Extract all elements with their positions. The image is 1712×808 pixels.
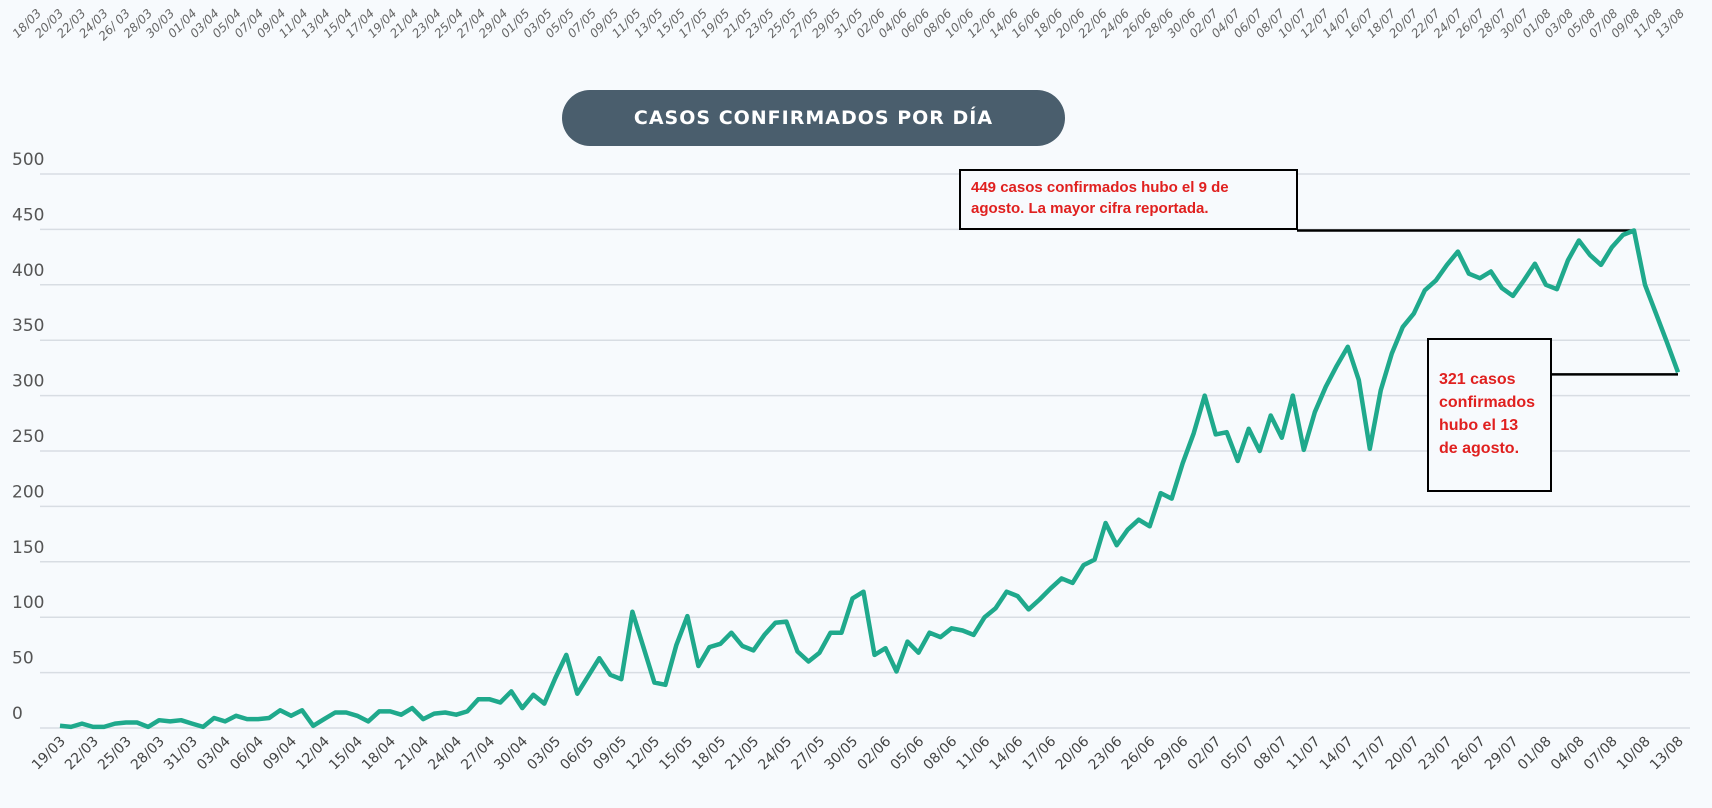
x-tick-label: 17/06 [1020,733,1060,773]
x-tick-label: 29/07 [1482,734,1522,774]
x-tick-label: 27/04 [458,733,498,773]
y-tick-label: 50 [12,649,34,669]
y-tick-label: 200 [12,482,44,502]
y-tick-label: 350 [12,316,44,336]
x-tick-label: 08/07 [1251,734,1291,774]
x-tick-label: 26/06 [1119,733,1159,773]
x-tick-label: 12/04 [293,733,333,773]
chart-title: CASOS CONFIRMADOS POR DÍA [562,90,1065,146]
annotation-connectors [1297,229,1678,376]
x-tick-label: 21/05 [722,734,762,774]
x-tick-label: 05/07 [1218,734,1258,774]
x-tick-label: 23/06 [1086,733,1126,773]
x-tick-label: 07/08 [1581,734,1621,774]
x-tick-label: 05/06 [888,733,928,773]
y-tick-label: 500 [12,150,44,170]
x-tick-label: 21/04 [392,733,432,773]
x-tick-label: 11/07 [1284,734,1324,774]
y-tick-label: 150 [12,538,44,558]
x-tick-label: 18/05 [689,734,729,774]
x-tick-label: 20/07 [1383,734,1423,774]
x-tick-label: 01/08 [1515,734,1555,774]
x-tick-label: 19/03 [29,734,69,774]
x-tick-label: 04/08 [1548,734,1588,774]
x-tick-label: 26/07 [1449,734,1489,774]
x-tick-label: 02/07 [1185,734,1225,774]
series-line [59,228,1681,730]
y-tick-label: 300 [12,372,44,392]
data-points [59,230,1679,727]
x-tick-label: 06/05 [557,734,597,774]
x-tick-label: 18/04 [359,733,399,773]
x-tick-label: 08/06 [921,733,961,773]
gridlines [40,173,1690,729]
x-tick-label: 10/08 [1614,734,1654,774]
x-tick-label: 24/05 [755,734,795,774]
x-tick-label: 15/05 [656,734,696,774]
x-tick-label: 09/04 [260,733,300,773]
x-tick-label: 03/04 [194,733,234,773]
x-tick-label: 03/05 [524,734,564,774]
x-tick-label: 09/05 [590,734,630,774]
x-tick-label: 20/06 [1053,733,1093,773]
x-tick-label: 12/05 [623,734,663,774]
x-tick-label: 14/06 [987,733,1027,773]
x-tick-label: 28/03 [128,734,168,774]
y-tick-label: 400 [12,261,44,281]
x-tick-label: 14/07 [1317,734,1357,774]
x-tick-label: 25/03 [95,734,135,774]
x-tick-label: 02/06 [854,733,894,773]
y-tick-label: 100 [12,593,44,613]
x-tick-label: 15/04 [326,733,366,773]
annotation-max: 449 casos confirmados hubo el 9 de agost… [959,169,1298,230]
y-tick-label: 0 [12,704,23,724]
annotation-last: 321 casos confirmados hubo el 13 de agos… [1427,338,1552,492]
x-tick-label: 30/04 [491,733,531,773]
x-tick-label: 31/03 [161,734,201,774]
x-tick-label: 11/06 [954,733,994,773]
x-tick-label: 06/04 [227,733,267,773]
y-tick-label: 250 [12,427,44,447]
y-axis-labels: 0 50 100 150 200 250 300 350 400 450 500 [12,150,44,724]
x-axis-labels: 19/0322/0325/0328/0331/0303/0406/0409/04… [29,733,1687,773]
x-tick-label: 27/05 [788,734,828,774]
x-tick-label: 22/03 [62,734,102,774]
x-tick-label: 24/04 [425,733,465,773]
x-tick-label: 29/06 [1152,733,1192,773]
x-tick-label: 17/07 [1350,734,1390,774]
x-tick-label: 13/08 [1647,734,1687,774]
x-tick-label: 30/05 [821,734,861,774]
x-tick-label: 23/07 [1416,734,1456,774]
y-tick-label: 450 [12,205,44,225]
